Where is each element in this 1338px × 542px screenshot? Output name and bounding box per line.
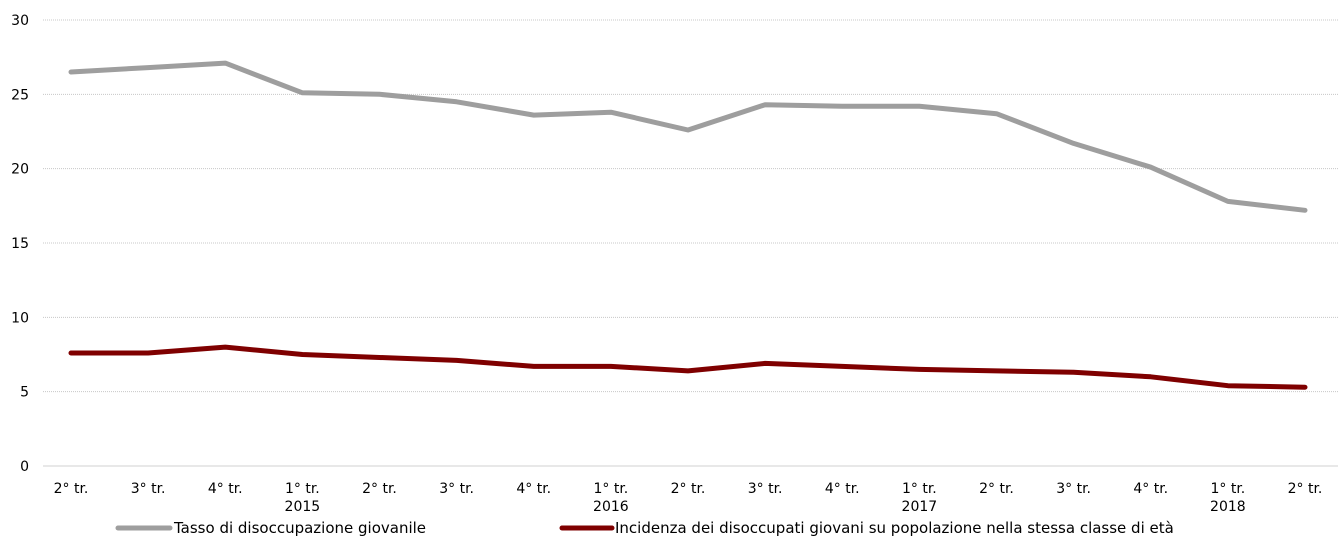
series-0-point	[840, 104, 844, 108]
series-0-point	[455, 100, 459, 104]
series-1-point	[300, 353, 304, 357]
y-tick-label: 10	[11, 310, 29, 326]
series-0-point	[763, 103, 767, 107]
series-0-point	[69, 70, 73, 74]
series-line-1	[68, 344, 1308, 390]
y-tick-label: 5	[20, 385, 29, 401]
series-1-point	[995, 369, 999, 373]
series-1-point	[609, 364, 613, 368]
x-tick-label: 4° tr.	[516, 481, 551, 497]
series-1-point	[378, 355, 382, 359]
series-1-point	[532, 364, 536, 368]
y-tick-label: 0	[20, 459, 29, 475]
series-1-point	[69, 351, 73, 355]
y-tick-label: 20	[11, 162, 29, 178]
series-1-point	[1226, 384, 1230, 388]
gridlines	[43, 19, 1338, 393]
x-tick-year-label: 2016	[593, 499, 629, 515]
x-tick-label: 1° tr.	[902, 481, 937, 497]
series-1-point	[1072, 370, 1076, 374]
series-1-point	[686, 369, 690, 373]
x-tick-label: 1° tr.	[1210, 481, 1245, 497]
x-tick-label: 3° tr.	[439, 481, 474, 497]
x-tick-label: 4° tr.	[1133, 481, 1168, 497]
series-lines	[68, 60, 1308, 390]
x-tick-year-label: 2018	[1210, 499, 1246, 515]
y-tick-label: 30	[11, 13, 29, 29]
series-0-point	[995, 112, 999, 116]
series-1-point	[1303, 385, 1307, 389]
legend: Tasso di disoccupazione giovanile Incide…	[115, 519, 1174, 537]
series-0-point	[1072, 141, 1076, 145]
x-tick-label: 2° tr.	[1288, 481, 1323, 497]
x-tick-label: 2° tr.	[362, 481, 397, 497]
legend-label-youth-unemployment-rate: Tasso di disoccupazione giovanile	[173, 519, 426, 537]
series-0-point	[609, 110, 613, 114]
series-1-point	[455, 358, 459, 362]
x-tick-label: 3° tr.	[1056, 481, 1091, 497]
x-tick-year-label: 2015	[285, 499, 321, 515]
legend-label-youth-unemployed-incidence: Incidenza dei disoccupati giovani su pop…	[615, 519, 1174, 537]
series-0-point	[300, 91, 304, 95]
series-1-point	[1149, 375, 1153, 379]
x-tick-label: 3° tr.	[748, 481, 783, 497]
y-tick-label: 15	[11, 236, 29, 252]
x-axis: 2° tr. 3° tr. 4° tr. 1° tr. 2015 2° tr. 3° tr.…	[43, 465, 1338, 515]
series-0-point	[1149, 165, 1153, 169]
series-1-point	[917, 367, 921, 371]
x-tick-label: 2° tr.	[54, 481, 89, 497]
series-0-point	[532, 113, 536, 117]
series-0-point	[686, 128, 690, 132]
x-tick-label: 1° tr.	[593, 481, 628, 497]
x-tick-label: 3° tr.	[131, 481, 166, 497]
series-line-0	[68, 60, 1308, 213]
series-0-point	[378, 92, 382, 96]
series-1-point	[223, 345, 227, 349]
x-tick-label: 4° tr.	[208, 481, 243, 497]
series-1-point	[146, 351, 150, 355]
series-0-point	[223, 61, 227, 65]
y-tick-label: 25	[11, 87, 29, 103]
series-0-point	[917, 104, 921, 108]
y-axis: 0 5 10 15 20 25 30	[11, 13, 29, 475]
x-tick-label: 2° tr.	[979, 481, 1014, 497]
series-1-point	[840, 364, 844, 368]
series-1-point	[763, 361, 767, 365]
series-0-point	[1303, 208, 1307, 212]
x-tick-label: 1° tr.	[285, 481, 320, 497]
series-0-point	[1226, 199, 1230, 203]
x-tick-year-label: 2017	[902, 499, 938, 515]
x-tick-label: 4° tr.	[825, 481, 860, 497]
x-tick-label: 2° tr.	[671, 481, 706, 497]
series-0-point	[146, 66, 150, 70]
